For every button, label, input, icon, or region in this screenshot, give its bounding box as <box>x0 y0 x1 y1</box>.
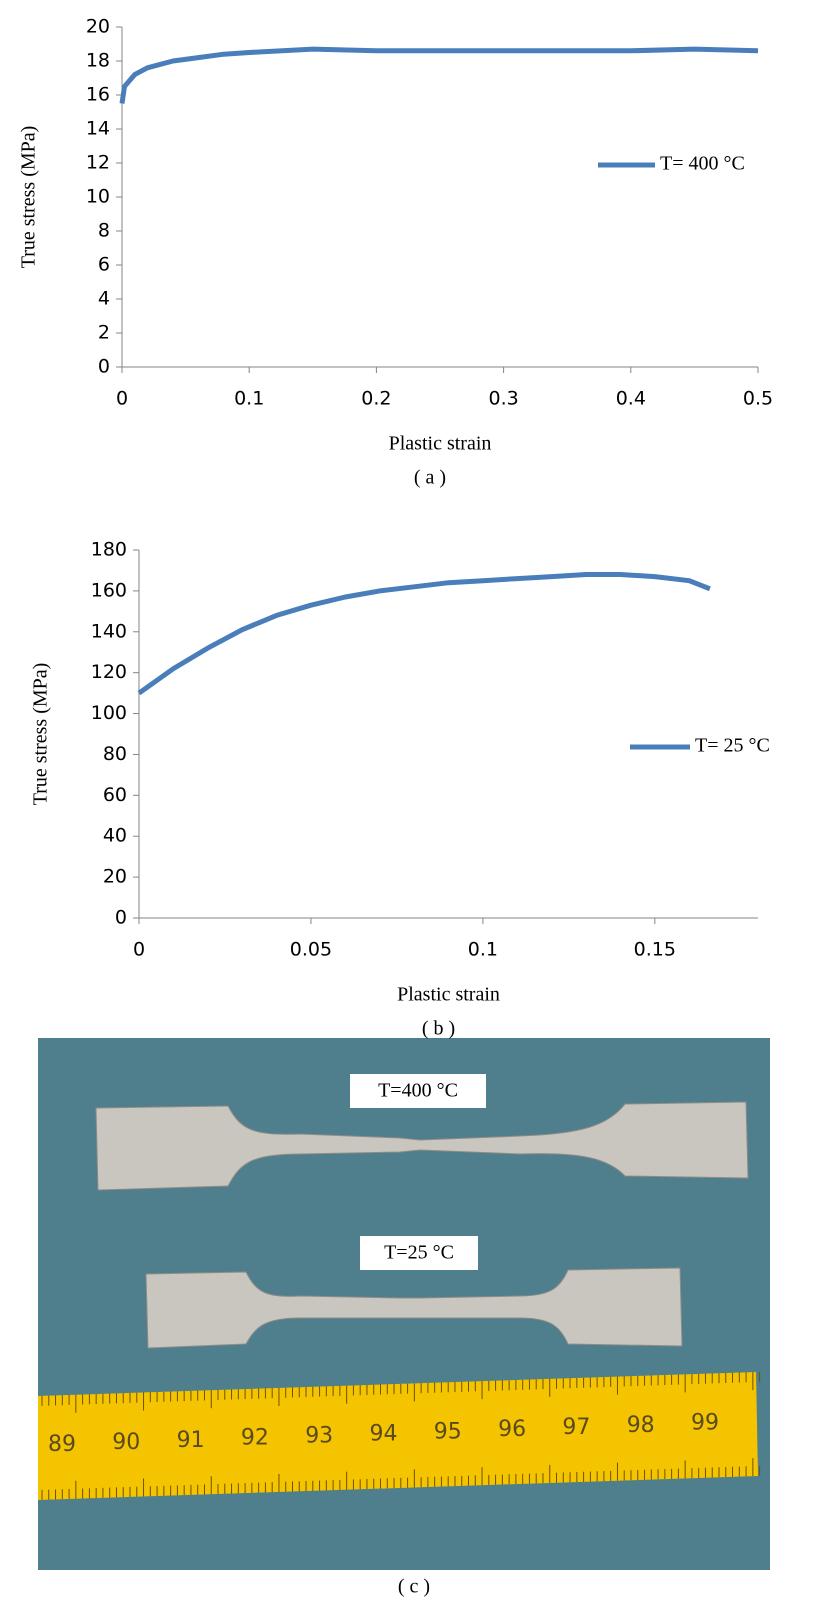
label-box <box>350 1074 486 1108</box>
x-tick-label: 0.15 <box>634 939 676 961</box>
photo: T=400 °C T=25 °C 89 90 91 92 93 94 95 96 97 98 99 … <box>38 1038 770 1598</box>
label-box <box>360 1236 478 1270</box>
y-tick-label: 12 <box>86 152 110 174</box>
ruler-numbers: 89 90 91 92 93 94 95 96 97 98 99 <box>41 1371 761 1500</box>
x-tick-label: 0.05 <box>290 939 332 961</box>
specimen <box>95 1101 749 1191</box>
x-axis-label: Plastic strain <box>397 984 500 1006</box>
ruler-number: 90 <box>112 1430 140 1455</box>
y-tick-label: 8 <box>98 220 110 242</box>
y-tick-label: 100 <box>91 702 127 724</box>
caption: ( c ) <box>398 1576 430 1598</box>
y-tick-label: 18 <box>86 50 110 72</box>
ruler-number: 93 <box>305 1424 333 1449</box>
y-tick-label: 4 <box>98 288 110 310</box>
x-axis-label: Plastic strain <box>389 433 492 455</box>
ruler-number: 89 <box>48 1432 76 1457</box>
ruler <box>38 1372 758 1500</box>
y-tick-label: 6 <box>98 254 110 276</box>
legend-label: T= 400 °C <box>660 153 745 175</box>
ruler-number: 95 <box>434 1419 462 1444</box>
y-tick-label: 40 <box>103 825 127 847</box>
data-line <box>137 572 711 696</box>
y-tick-label: 16 <box>86 84 110 106</box>
y-axis-label: True stress (MPa) <box>18 126 40 269</box>
y-tick-label: 0 <box>115 907 127 929</box>
y-tick-label: 80 <box>103 743 127 765</box>
y-tick-label: 60 <box>103 784 127 806</box>
ruler-number: 97 <box>562 1415 590 1440</box>
caption: ( b ) <box>422 1018 455 1040</box>
x-tick-label: 0.3 <box>488 388 518 410</box>
y-tick-label: 180 <box>91 539 127 561</box>
y-tick-label: 160 <box>91 579 127 601</box>
specimen <box>145 1267 683 1349</box>
ruler-number: 96 <box>498 1417 526 1442</box>
x-tick-label: 0.1 <box>468 939 498 961</box>
y-tick-label: 120 <box>91 661 127 683</box>
y-tick-label: 20 <box>103 866 127 888</box>
ruler-number: 99 <box>691 1411 719 1436</box>
y-tick-label: 14 <box>86 118 110 140</box>
ruler-number: 92 <box>241 1426 269 1451</box>
photo-label: T=25 °C <box>384 1242 454 1264</box>
ruler-number: 98 <box>627 1413 655 1438</box>
x-tick-label: 0 <box>116 388 128 410</box>
y-tick-label: 140 <box>91 620 127 642</box>
x-tick-label: 0.5 <box>743 388 773 410</box>
ruler-number: 91 <box>177 1428 205 1453</box>
y-tick-label: 0 <box>98 356 110 378</box>
y-axis-label: True stress (MPa) <box>30 663 52 806</box>
x-tick-label: 0 <box>133 939 145 961</box>
photo-label: T=400 °C <box>378 1080 458 1102</box>
legend-label: T= 25 °C <box>695 735 770 757</box>
x-tick-label: 0.2 <box>361 388 391 410</box>
y-tick-label: 20 <box>86 16 110 38</box>
x-tick-label: 0.1 <box>234 388 264 410</box>
caption: ( a ) <box>414 467 446 489</box>
y-tick-label: 10 <box>86 186 110 208</box>
ruler-number: 94 <box>370 1421 398 1446</box>
data-line <box>119 46 759 104</box>
y-tick-label: 2 <box>98 322 110 344</box>
x-tick-label: 0.4 <box>616 388 646 410</box>
